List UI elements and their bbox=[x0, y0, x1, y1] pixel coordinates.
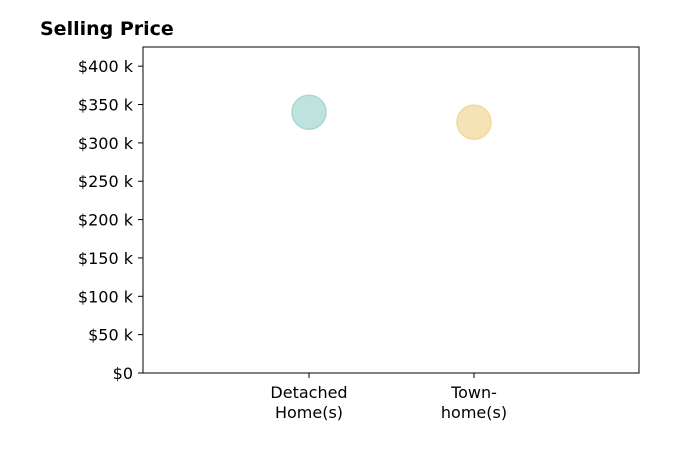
y-axis: $0 $50 k $100 k $150 k $200 k $250 k $300 k $35… bbox=[78, 57, 143, 383]
data-point bbox=[456, 104, 492, 140]
y-tick-label: $200 k bbox=[78, 211, 134, 230]
y-tick-label: $350 k bbox=[78, 96, 134, 115]
y-tick-label: $300 k bbox=[78, 134, 134, 153]
y-tick-label: $50 k bbox=[88, 326, 134, 345]
x-tick-label: Detached bbox=[270, 383, 347, 402]
y-tick-label: $250 k bbox=[78, 172, 134, 191]
y-tick-label: $400 k bbox=[78, 57, 134, 76]
y-tick-label: $0 bbox=[113, 364, 133, 383]
plot-frame bbox=[142, 46, 640, 374]
data-point bbox=[291, 94, 327, 130]
y-tick-label: $150 k bbox=[78, 249, 134, 268]
chart-title: Selling Price bbox=[40, 18, 174, 40]
y-tick-label: $100 k bbox=[78, 287, 134, 306]
x-tick-label: Town- bbox=[450, 383, 497, 402]
x-tick-label: Home(s) bbox=[275, 403, 343, 422]
x-tick-label: home(s) bbox=[441, 403, 507, 422]
data-points bbox=[291, 94, 492, 140]
